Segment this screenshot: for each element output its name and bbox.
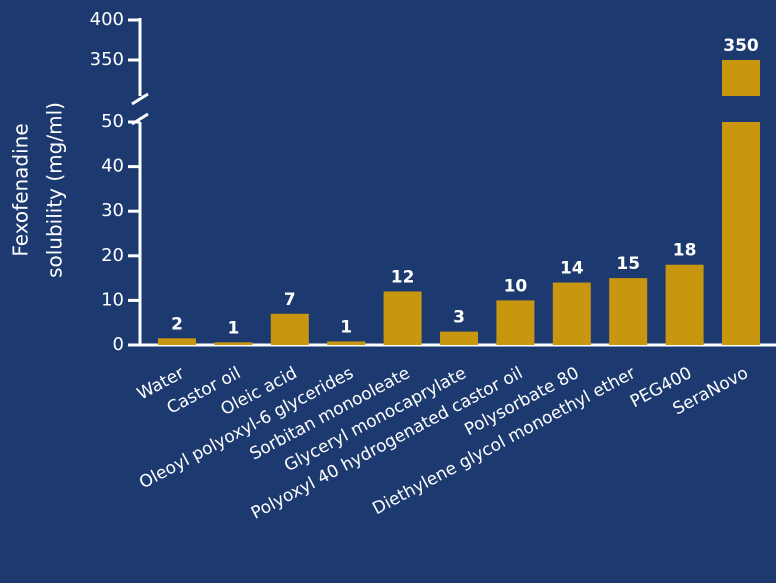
data-label: 3 <box>453 308 465 328</box>
bar <box>552 282 591 345</box>
bar <box>214 342 253 345</box>
bar-lower <box>722 122 760 345</box>
bar <box>665 264 704 345</box>
y-axis-label-line: solubility (mg/ml) <box>43 102 67 278</box>
data-label: 1 <box>340 317 352 337</box>
bar-upper <box>722 60 760 96</box>
y-axis-label-line: Fexofenadine <box>9 123 33 256</box>
bar <box>270 313 309 345</box>
y-tick-label: 20 <box>101 245 124 266</box>
bar <box>383 291 422 345</box>
data-label: 350 <box>723 36 759 56</box>
y-tick-label: 30 <box>101 200 124 221</box>
y-tick-label: 40 <box>101 156 124 177</box>
y-tick-label: 50 <box>101 111 124 132</box>
data-label: 15 <box>616 254 640 274</box>
y-tick-label: 10 <box>101 289 124 310</box>
bar <box>609 278 648 345</box>
bar <box>158 338 196 345</box>
data-label: 2 <box>171 314 183 334</box>
data-label: 14 <box>560 259 584 279</box>
bar <box>496 300 535 345</box>
bar <box>327 341 366 345</box>
y-tick-label: 350 <box>90 49 124 70</box>
data-label: 10 <box>504 276 528 296</box>
data-label: 7 <box>284 290 296 310</box>
y-tick-label: 400 <box>90 9 124 30</box>
data-label: 18 <box>673 241 697 261</box>
data-label: 1 <box>227 318 239 338</box>
y-axis-label: Fexofenadine solubility (mg/ml) <box>9 102 67 278</box>
data-label: 12 <box>391 267 415 287</box>
axis-break <box>131 92 149 106</box>
y-tick-label: 0 <box>113 334 124 355</box>
bar <box>440 331 478 345</box>
